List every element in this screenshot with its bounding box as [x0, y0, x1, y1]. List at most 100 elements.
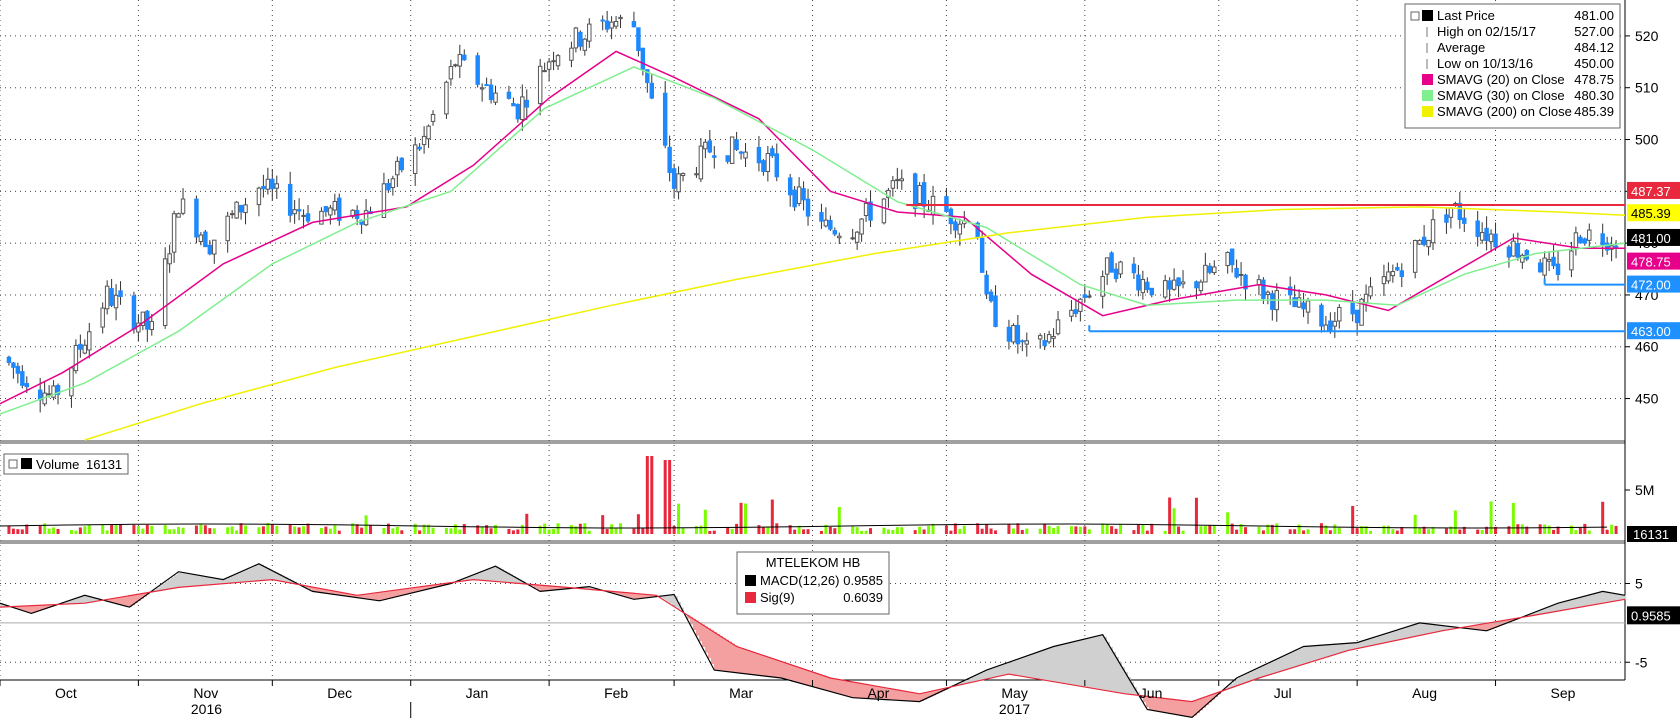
candle-body: [881, 198, 887, 224]
volume-bar: [864, 530, 868, 534]
candle-body: [421, 135, 427, 146]
macd-histogram-fill: [1128, 677, 1131, 695]
price-value-badge-label: 485.39: [1631, 206, 1671, 221]
candle-body: [1421, 236, 1427, 246]
volume-bar: [369, 524, 373, 534]
macd-histogram-fill: [1185, 700, 1188, 717]
macd-legend-value: 0.6039: [843, 590, 883, 605]
macd-histogram-fill: [360, 594, 363, 599]
candle-body: [479, 87, 485, 90]
macd-histogram-fill: [1392, 631, 1395, 642]
macd-histogram-fill: [1284, 655, 1287, 671]
macd-histogram-fill: [75, 598, 78, 604]
candle-body: [78, 343, 83, 350]
candle-body: [542, 70, 547, 73]
volume-bar: [422, 524, 426, 534]
volume-bar: [105, 530, 109, 534]
macd-histogram-fill: [1239, 676, 1242, 686]
macd-histogram-fill: [1623, 594, 1626, 600]
macd-histogram-fill: [333, 590, 336, 595]
macd-histogram-fill: [1464, 627, 1467, 629]
candle-body: [1524, 249, 1530, 260]
volume-bar: [645, 456, 649, 534]
panel-separator: [0, 540, 1625, 544]
macd-histogram-fill: [1005, 663, 1008, 675]
macd-histogram-fill: [711, 630, 714, 664]
volume-bar: [453, 524, 457, 534]
candle-body: [1511, 240, 1516, 257]
candle-body: [805, 198, 811, 217]
volume-bar: [47, 528, 51, 534]
macd-histogram-fill: [756, 653, 759, 676]
macd-histogram-fill: [417, 587, 420, 592]
candle-body: [488, 84, 494, 101]
macd-histogram-fill: [1350, 643, 1353, 651]
macd-histogram-fill: [618, 591, 621, 595]
volume-bar: [351, 523, 355, 534]
macd-histogram-fill: [813, 672, 816, 687]
candle-body: [1287, 286, 1293, 296]
volume-bar: [775, 523, 779, 534]
macd-histogram-fill: [1158, 697, 1161, 712]
macd-histogram-fill: [909, 691, 912, 701]
volume-bar: [1543, 524, 1547, 534]
price-tick-label: 450: [1635, 391, 1659, 407]
signal-line: [0, 578, 1626, 703]
macd-histogram-fill: [1305, 646, 1308, 664]
candle-body: [631, 21, 637, 28]
volume-bar: [677, 503, 681, 534]
volume-bar: [793, 529, 797, 534]
candle-body: [1305, 300, 1311, 313]
candle-body: [832, 230, 838, 235]
volume-bar: [735, 523, 739, 534]
candle-body: [475, 55, 480, 85]
macd-histogram-fill: [1362, 641, 1365, 648]
volume-bar: [985, 524, 989, 534]
volume-bar: [203, 525, 207, 534]
macd-histogram-fill: [1131, 682, 1134, 695]
candle-body: [1203, 264, 1208, 283]
legend-value: 484.12: [1574, 40, 1614, 55]
candle-body: [1167, 280, 1172, 290]
candle-body: [578, 31, 583, 47]
macd-histogram-fill: [465, 578, 468, 581]
macd-histogram-fill: [1155, 697, 1158, 711]
macd-histogram-fill: [1440, 625, 1443, 632]
volume-bar: [819, 530, 823, 534]
volume-bar: [855, 527, 859, 534]
volume-bar: [761, 527, 765, 534]
volume-bar: [1194, 497, 1198, 534]
macd-histogram-fill: [1536, 611, 1539, 615]
macd-histogram-fill: [1485, 623, 1488, 631]
macd-histogram-fill: [759, 654, 762, 676]
candle-body: [676, 173, 681, 193]
macd-histogram-fill: [999, 665, 1002, 677]
volume-bar: [797, 525, 801, 534]
volume-bar: [730, 528, 734, 534]
candle-body: [1354, 309, 1360, 324]
candle-body: [1140, 278, 1146, 294]
macd-histogram-fill: [633, 593, 636, 599]
macd-histogram-fill: [774, 659, 777, 678]
macd-histogram-fill: [660, 596, 663, 598]
candle-body: [662, 92, 668, 146]
volume-bar: [293, 526, 297, 534]
macd-histogram-fill: [852, 681, 855, 698]
macd-histogram-fill: [585, 587, 588, 590]
macd-histogram-fill: [48, 604, 51, 608]
candle-body: [87, 331, 92, 351]
macd-histogram-fill: [1254, 669, 1257, 680]
volume-bar: [976, 523, 980, 534]
macd-histogram-fill: [69, 600, 72, 604]
macd-histogram-fill: [1584, 596, 1587, 607]
macd-histogram-fill: [489, 568, 492, 581]
volume-bar: [1270, 524, 1274, 534]
macd-histogram-fill: [369, 593, 372, 600]
volume-bar: [266, 523, 270, 534]
month-label: Apr: [867, 685, 889, 701]
macd-histogram-fill: [396, 590, 399, 597]
volume-panel: [0, 456, 1618, 534]
macd-histogram-fill: [480, 572, 483, 581]
macd-histogram-fill: [687, 614, 690, 619]
volume-bar: [1261, 530, 1265, 534]
